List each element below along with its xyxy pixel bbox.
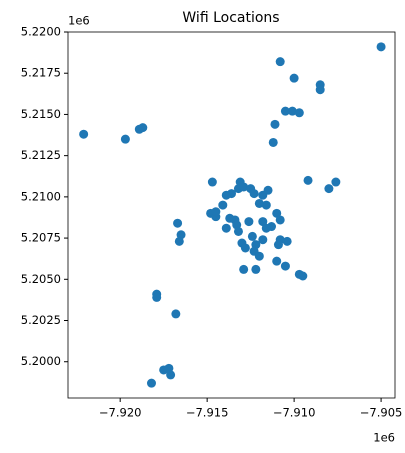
point: [249, 189, 259, 199]
y-tick-label: 5.2175: [21, 66, 61, 80]
point: [282, 236, 292, 246]
point: [272, 208, 282, 218]
point: [303, 175, 313, 185]
point: [268, 137, 278, 147]
x-tick-label: −7.915: [186, 406, 229, 420]
point: [273, 240, 283, 250]
y-offset-label: 1e6: [68, 14, 90, 28]
x-tick-label: −7.910: [273, 406, 316, 420]
point: [280, 106, 290, 116]
point: [221, 223, 231, 233]
point: [254, 251, 264, 261]
y-tick-label: 5.2050: [21, 272, 61, 286]
point: [218, 200, 228, 210]
x-offset-label: 1e6: [373, 431, 395, 445]
point: [244, 217, 254, 227]
point: [287, 106, 297, 116]
y-tick-label: 5.2150: [21, 107, 61, 121]
point: [261, 223, 271, 233]
y-tick-label: 5.2000: [21, 354, 61, 368]
point: [263, 185, 273, 195]
point: [298, 271, 308, 281]
point: [247, 231, 257, 241]
point: [324, 184, 334, 194]
y-tick-label: 5.2075: [21, 231, 61, 245]
point: [239, 264, 249, 274]
point: [211, 207, 221, 217]
point: [280, 261, 290, 271]
point: [152, 292, 162, 302]
point: [79, 129, 89, 139]
point: [294, 108, 304, 118]
point: [251, 264, 261, 274]
point: [174, 236, 184, 246]
point: [270, 119, 280, 129]
point: [120, 134, 130, 144]
point: [239, 182, 249, 192]
point: [254, 198, 264, 208]
point: [261, 200, 271, 210]
point: [207, 177, 217, 187]
point: [166, 370, 176, 380]
y-tick-label: 5.2100: [21, 189, 61, 203]
point: [275, 215, 285, 225]
y-tick-label: 5.2025: [21, 313, 61, 327]
point: [258, 235, 268, 245]
point: [173, 218, 183, 228]
point: [171, 309, 181, 319]
x-tick-label: −7.920: [99, 406, 142, 420]
point: [289, 73, 299, 83]
point: [138, 123, 148, 133]
point: [376, 42, 386, 52]
point: [240, 243, 250, 253]
x-tick-label: −7.905: [360, 406, 403, 420]
chart-title: Wifi Locations: [182, 10, 279, 26]
point: [275, 57, 285, 67]
point: [331, 177, 341, 187]
point: [272, 256, 282, 266]
point: [258, 217, 268, 227]
point: [146, 378, 156, 388]
point: [315, 85, 325, 95]
y-tick-label: 5.2200: [21, 25, 61, 39]
point: [221, 190, 231, 200]
plot-frame: [67, 31, 396, 399]
y-tick-label: 5.2125: [21, 148, 61, 162]
point: [233, 226, 243, 236]
